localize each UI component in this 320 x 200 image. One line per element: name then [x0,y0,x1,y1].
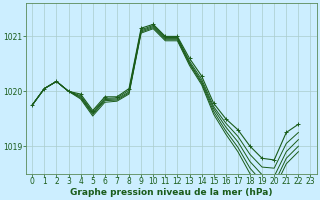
X-axis label: Graphe pression niveau de la mer (hPa): Graphe pression niveau de la mer (hPa) [70,188,273,197]
